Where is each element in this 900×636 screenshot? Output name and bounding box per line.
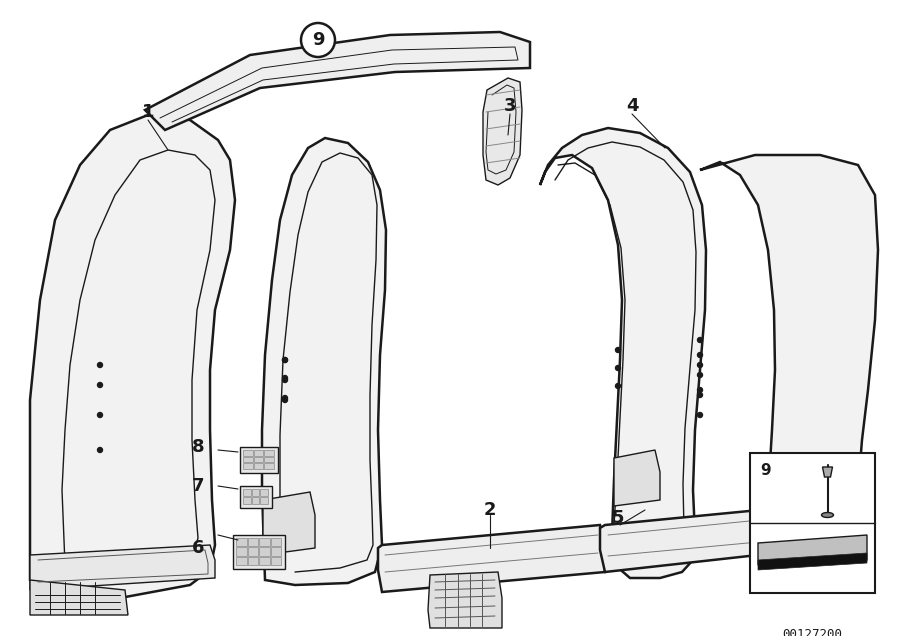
Bar (259, 548, 269, 556)
Text: 8: 8 (192, 438, 204, 456)
Text: 5: 5 (612, 509, 625, 527)
Bar (271, 538, 281, 546)
Text: 2: 2 (484, 501, 496, 519)
Bar (254, 464, 264, 469)
Polygon shape (30, 115, 235, 598)
Bar (233, 535, 285, 569)
Polygon shape (758, 553, 867, 570)
Circle shape (698, 363, 703, 368)
Polygon shape (263, 492, 315, 555)
Bar (259, 556, 269, 565)
Bar (265, 457, 274, 462)
Text: 4: 4 (626, 97, 638, 115)
Bar (265, 450, 274, 455)
Bar (236, 538, 247, 546)
Circle shape (283, 357, 287, 363)
Bar (259, 538, 269, 546)
Circle shape (97, 382, 103, 387)
Bar (236, 556, 247, 565)
Text: 3: 3 (504, 97, 517, 115)
Circle shape (698, 387, 703, 392)
Bar (252, 497, 259, 504)
Circle shape (97, 448, 103, 452)
Text: 9: 9 (311, 31, 324, 49)
Circle shape (616, 347, 620, 352)
Text: 1: 1 (142, 103, 154, 121)
Circle shape (97, 413, 103, 417)
Circle shape (283, 396, 287, 401)
Bar (254, 450, 264, 455)
Circle shape (698, 373, 703, 378)
Circle shape (698, 413, 703, 417)
Text: 6: 6 (192, 539, 204, 557)
Circle shape (698, 338, 703, 343)
Bar (252, 489, 259, 496)
Bar (243, 497, 251, 504)
Bar (265, 464, 274, 469)
Polygon shape (700, 155, 878, 575)
Text: 9: 9 (760, 463, 770, 478)
Polygon shape (378, 525, 605, 592)
Polygon shape (758, 535, 867, 565)
Polygon shape (145, 32, 530, 130)
Polygon shape (428, 572, 502, 628)
Polygon shape (600, 508, 785, 572)
Circle shape (283, 378, 287, 382)
Bar (243, 457, 253, 462)
Bar (248, 556, 258, 565)
Circle shape (616, 366, 620, 371)
Polygon shape (483, 78, 522, 185)
Circle shape (698, 352, 703, 357)
Bar (248, 538, 258, 546)
Bar (260, 497, 268, 504)
Circle shape (301, 23, 335, 57)
Polygon shape (262, 138, 386, 585)
Bar (750, 453, 875, 593)
Text: 7: 7 (192, 477, 204, 495)
Bar (248, 548, 258, 556)
Circle shape (283, 398, 287, 403)
Polygon shape (30, 580, 128, 615)
Polygon shape (614, 450, 660, 506)
Circle shape (97, 363, 103, 368)
Polygon shape (30, 545, 215, 590)
Bar (240, 447, 278, 473)
Circle shape (698, 392, 703, 398)
Polygon shape (823, 467, 832, 477)
Bar (271, 548, 281, 556)
Bar (240, 486, 272, 508)
Bar (271, 556, 281, 565)
Circle shape (283, 357, 287, 363)
Circle shape (616, 384, 620, 389)
Bar (243, 450, 253, 455)
Bar (243, 489, 251, 496)
Bar (254, 457, 264, 462)
Ellipse shape (822, 513, 833, 518)
Circle shape (283, 375, 287, 380)
Polygon shape (540, 128, 706, 578)
Bar (236, 548, 247, 556)
Bar (243, 464, 253, 469)
Bar (260, 489, 268, 496)
Text: 00127200: 00127200 (782, 628, 842, 636)
